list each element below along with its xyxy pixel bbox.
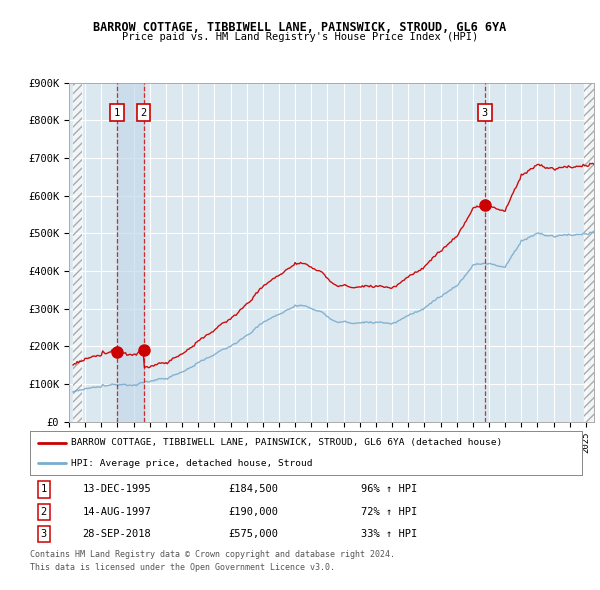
Text: This data is licensed under the Open Government Licence v3.0.: This data is licensed under the Open Gov… bbox=[30, 563, 335, 572]
Text: 2: 2 bbox=[41, 507, 47, 517]
Bar bbox=[117, 83, 143, 422]
Text: HPI: Average price, detached house, Stroud: HPI: Average price, detached house, Stro… bbox=[71, 458, 313, 467]
Text: BARROW COTTAGE, TIBBIWELL LANE, PAINSWICK, STROUD, GL6 6YA (detached house): BARROW COTTAGE, TIBBIWELL LANE, PAINSWIC… bbox=[71, 438, 503, 447]
Bar bbox=[73, 83, 82, 422]
Text: 72% ↑ HPI: 72% ↑ HPI bbox=[361, 507, 418, 517]
Text: Contains HM Land Registry data © Crown copyright and database right 2024.: Contains HM Land Registry data © Crown c… bbox=[30, 550, 395, 559]
Text: 3: 3 bbox=[41, 529, 47, 539]
Text: BARROW COTTAGE, TIBBIWELL LANE, PAINSWICK, STROUD, GL6 6YA: BARROW COTTAGE, TIBBIWELL LANE, PAINSWIC… bbox=[94, 21, 506, 34]
Text: 13-DEC-1995: 13-DEC-1995 bbox=[82, 484, 151, 494]
Text: 28-SEP-2018: 28-SEP-2018 bbox=[82, 529, 151, 539]
Bar bbox=[584, 83, 594, 422]
Bar bbox=[584, 83, 594, 422]
Text: 14-AUG-1997: 14-AUG-1997 bbox=[82, 507, 151, 517]
Text: 1: 1 bbox=[41, 484, 47, 494]
Text: £184,500: £184,500 bbox=[229, 484, 279, 494]
Text: 33% ↑ HPI: 33% ↑ HPI bbox=[361, 529, 418, 539]
Text: 3: 3 bbox=[482, 108, 488, 118]
Text: 96% ↑ HPI: 96% ↑ HPI bbox=[361, 484, 418, 494]
Text: Price paid vs. HM Land Registry's House Price Index (HPI): Price paid vs. HM Land Registry's House … bbox=[122, 32, 478, 42]
Text: 2: 2 bbox=[140, 108, 147, 118]
Text: £190,000: £190,000 bbox=[229, 507, 279, 517]
Bar bbox=[73, 83, 82, 422]
Text: £575,000: £575,000 bbox=[229, 529, 279, 539]
Text: 1: 1 bbox=[113, 108, 120, 118]
